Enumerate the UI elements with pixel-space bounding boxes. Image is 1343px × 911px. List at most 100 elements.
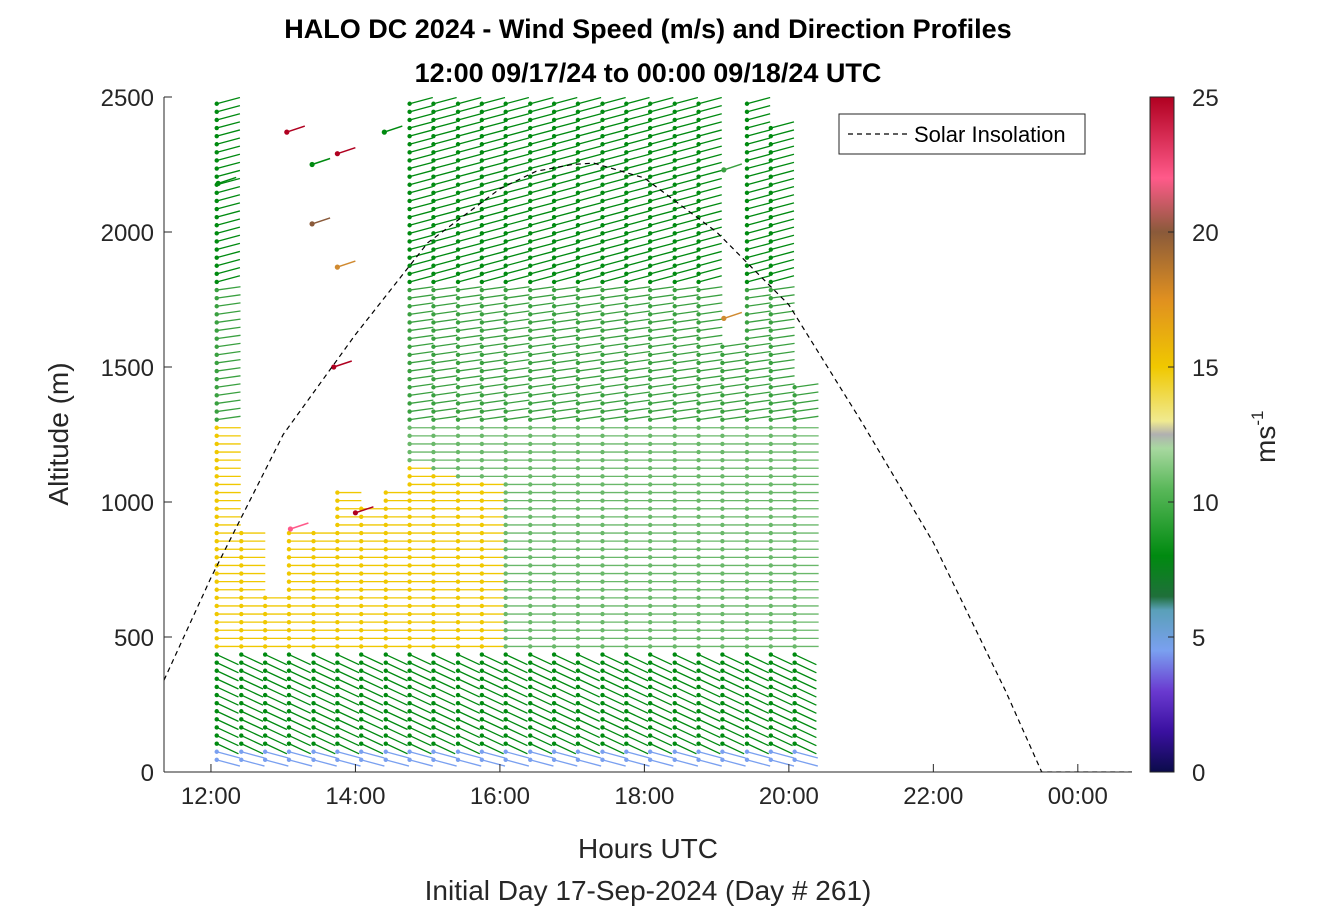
wind-barb-shaft [216, 121, 241, 129]
wind-barb-dot [551, 206, 557, 212]
wind-barb-dot [768, 182, 774, 187]
isolated-barb-dot [721, 167, 727, 173]
wind-barb-dot [575, 312, 581, 317]
wind-barb-dot [672, 757, 677, 763]
wind-barb-dot [672, 320, 677, 325]
wind-barb-shaft [433, 383, 458, 388]
wind-barb-dot [647, 223, 653, 228]
wind-barb-shaft [698, 145, 722, 153]
wind-barb-shaft [216, 678, 239, 690]
wind-barb-shaft [626, 653, 649, 666]
wind-barb-dot [239, 644, 244, 649]
wind-barb-dot [575, 231, 581, 236]
wind-barb-shaft [698, 415, 723, 421]
wind-barb-dot [575, 498, 581, 503]
wind-barb-dot [575, 344, 581, 349]
wind-barb-shaft [288, 678, 311, 690]
wind-barb-dot [575, 514, 581, 520]
wind-barb-dot [744, 611, 750, 617]
wind-barb-dot [335, 668, 340, 673]
wind-barb-dot [528, 344, 533, 349]
wind-barb-shaft [530, 383, 555, 388]
wind-barb-shaft [457, 759, 482, 767]
wind-barb-shaft [577, 177, 602, 186]
wind-barb-shaft [577, 137, 602, 145]
wind-barb-dot [672, 279, 677, 285]
wind-barb-dot [479, 587, 485, 592]
wind-barb-shaft [505, 334, 530, 340]
wind-barb-dot [768, 555, 774, 560]
wind-barb-dot [624, 628, 629, 633]
wind-barb-shaft [337, 678, 360, 690]
wind-barb-dot [600, 385, 605, 390]
wind-barb-shaft [530, 415, 555, 421]
wind-barb-dot [768, 692, 774, 698]
wind-barb-shaft [409, 194, 433, 202]
wind-barb-shaft [553, 702, 577, 714]
wind-barb-dot [600, 530, 605, 536]
wind-barb-shaft [626, 145, 650, 153]
wind-barb-shaft [433, 242, 457, 251]
wind-barb-shaft [674, 121, 699, 129]
wind-barb-dot [551, 360, 557, 366]
wind-barb-shaft [241, 662, 264, 674]
wind-barb-shaft [698, 367, 723, 372]
wind-barb-shaft [698, 702, 721, 714]
wind-barb-dot [696, 547, 701, 552]
wind-barb-dot [311, 700, 316, 706]
wind-barb-shaft [649, 759, 674, 767]
wind-barb-shaft [602, 105, 626, 113]
wind-barb-shaft [288, 653, 311, 666]
wind-barb-shaft [433, 275, 457, 283]
wind-barb-shaft [577, 702, 600, 714]
wind-barb-shaft [577, 218, 602, 226]
wind-barb-dot [575, 393, 581, 398]
wind-barb-dot [286, 660, 292, 665]
wind-barb-dot [479, 498, 485, 503]
wind-barb-shaft [433, 358, 458, 364]
wind-barb-dot [696, 611, 701, 617]
wind-barb-shaft [649, 97, 674, 105]
wind-barb-shaft [794, 686, 817, 698]
wind-barb-dot [335, 684, 340, 690]
wind-barb-shaft [602, 250, 626, 259]
wind-barb-shaft [530, 375, 555, 380]
wind-barb-shaft [602, 391, 627, 396]
wind-barb-shaft [216, 734, 239, 747]
wind-barb-dot [672, 441, 677, 447]
wind-barb-dot [768, 660, 774, 665]
wind-barb-dot [431, 393, 436, 398]
wind-barb-dot [479, 142, 485, 147]
wind-barb-shaft [674, 334, 699, 340]
wind-barb-shaft [505, 751, 530, 759]
wind-barb-dot [672, 700, 677, 706]
wind-barb-shaft [360, 734, 384, 747]
wind-barb-dot [503, 360, 508, 366]
wind-barb-dot [744, 700, 750, 706]
wind-barb-shaft [770, 137, 795, 145]
wind-barb-dot [479, 555, 485, 560]
wind-barb-shaft [457, 97, 482, 105]
wind-barb-shaft [264, 662, 288, 674]
wind-barb-dot [528, 190, 533, 196]
wind-barb-dot [407, 741, 412, 746]
wind-barb-dot [407, 619, 412, 625]
wind-barb-dot [528, 417, 533, 422]
wind-barb-dot [672, 725, 677, 730]
wind-barb-shaft [530, 391, 555, 396]
wind-barb-dot [503, 206, 508, 212]
wind-barb-shaft [650, 407, 675, 413]
wind-barb-dot [551, 312, 557, 317]
wind-barb-dot [431, 555, 436, 560]
wind-barb-dot [455, 490, 461, 495]
wind-barb-shaft [577, 391, 602, 396]
wind-barb-dot [383, 547, 388, 552]
wind-barb-dot [383, 684, 388, 690]
wind-barb-dot [696, 344, 701, 349]
wind-barb-shaft [794, 751, 818, 759]
wind-barb-dot [383, 733, 388, 738]
wind-barb-shaft [505, 294, 530, 299]
wind-barb-dot [768, 717, 774, 722]
wind-barb-dot [528, 198, 533, 204]
wind-barb-shaft [216, 186, 241, 194]
